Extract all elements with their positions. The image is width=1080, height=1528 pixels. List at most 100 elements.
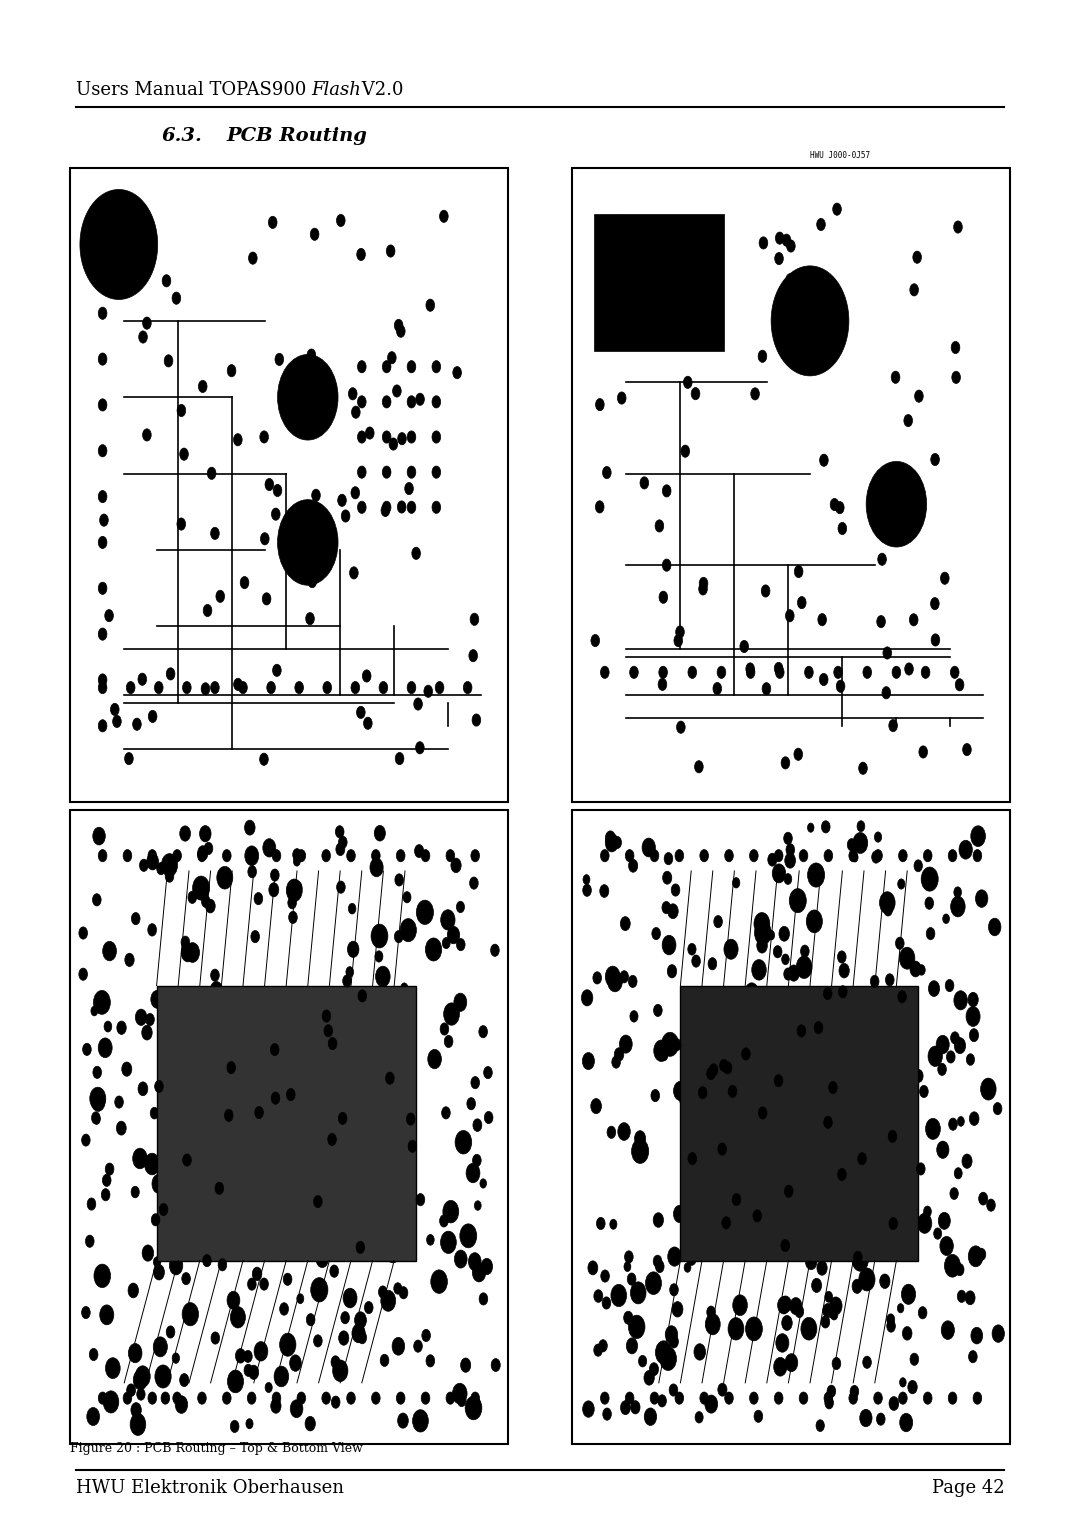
Circle shape — [161, 1088, 168, 1099]
Circle shape — [782, 953, 789, 964]
Circle shape — [583, 885, 592, 897]
Circle shape — [297, 850, 306, 862]
Bar — [680, 986, 918, 1261]
Circle shape — [598, 316, 607, 329]
Circle shape — [338, 1112, 347, 1125]
Circle shape — [779, 926, 789, 941]
Circle shape — [897, 879, 905, 889]
Circle shape — [372, 1392, 380, 1404]
Circle shape — [392, 385, 401, 397]
Circle shape — [490, 944, 499, 957]
Circle shape — [135, 1366, 150, 1387]
Circle shape — [372, 924, 388, 947]
Circle shape — [388, 351, 396, 364]
Circle shape — [717, 666, 726, 678]
Text: V2.0: V2.0 — [356, 81, 404, 99]
Circle shape — [768, 931, 774, 940]
Circle shape — [625, 850, 634, 862]
Circle shape — [632, 1138, 649, 1163]
Circle shape — [761, 585, 770, 597]
Circle shape — [775, 1334, 788, 1352]
Circle shape — [936, 1141, 949, 1158]
Circle shape — [626, 1339, 637, 1354]
Circle shape — [179, 825, 190, 842]
Circle shape — [392, 1337, 405, 1355]
Circle shape — [728, 1085, 737, 1097]
Circle shape — [785, 610, 794, 622]
Circle shape — [799, 1392, 808, 1404]
Circle shape — [808, 863, 825, 888]
Circle shape — [662, 1033, 678, 1056]
Circle shape — [732, 877, 740, 888]
Circle shape — [98, 445, 107, 457]
Circle shape — [918, 1306, 927, 1319]
Circle shape — [954, 990, 968, 1010]
Circle shape — [348, 941, 359, 958]
Circle shape — [897, 990, 906, 1002]
Circle shape — [117, 1122, 126, 1135]
Circle shape — [618, 391, 626, 403]
Circle shape — [347, 850, 355, 862]
Circle shape — [805, 1122, 818, 1140]
Circle shape — [329, 1265, 338, 1277]
Circle shape — [200, 825, 211, 842]
Circle shape — [910, 1354, 919, 1366]
Circle shape — [716, 1149, 724, 1160]
Circle shape — [164, 354, 173, 367]
Circle shape — [967, 1054, 974, 1065]
Circle shape — [403, 892, 411, 903]
Circle shape — [797, 1025, 806, 1038]
Circle shape — [98, 720, 107, 732]
Circle shape — [929, 981, 940, 996]
Circle shape — [831, 1309, 838, 1320]
Circle shape — [159, 1204, 167, 1216]
Circle shape — [853, 1251, 862, 1264]
Circle shape — [832, 1357, 840, 1369]
Circle shape — [699, 582, 707, 594]
Circle shape — [950, 1187, 958, 1199]
Circle shape — [658, 678, 666, 691]
Circle shape — [625, 1392, 634, 1404]
Circle shape — [91, 235, 99, 248]
Circle shape — [638, 1355, 647, 1368]
Circle shape — [667, 903, 678, 918]
Circle shape — [297, 1294, 303, 1303]
Circle shape — [627, 1273, 636, 1285]
Circle shape — [370, 859, 383, 877]
Circle shape — [446, 1392, 455, 1404]
Circle shape — [593, 972, 602, 984]
Circle shape — [211, 1332, 219, 1345]
Circle shape — [198, 850, 205, 860]
Circle shape — [691, 1239, 700, 1251]
Circle shape — [955, 1167, 962, 1180]
Circle shape — [862, 1065, 870, 1076]
Circle shape — [357, 1245, 366, 1259]
Circle shape — [381, 504, 390, 516]
Text: HWU Elektronik Oberhausen: HWU Elektronik Oberhausen — [76, 1479, 343, 1497]
Circle shape — [878, 553, 887, 565]
Circle shape — [247, 1277, 256, 1290]
Circle shape — [179, 448, 188, 460]
Circle shape — [357, 990, 366, 1002]
Circle shape — [624, 1262, 631, 1271]
Circle shape — [745, 1317, 762, 1340]
Circle shape — [162, 275, 171, 287]
Circle shape — [620, 970, 629, 983]
Bar — [70, 168, 508, 802]
Circle shape — [653, 1254, 662, 1267]
Circle shape — [453, 367, 461, 379]
Circle shape — [820, 454, 828, 466]
Circle shape — [131, 1186, 139, 1198]
Circle shape — [336, 825, 345, 837]
Circle shape — [306, 558, 314, 570]
Circle shape — [154, 1080, 163, 1093]
Circle shape — [675, 850, 684, 862]
Circle shape — [951, 341, 960, 353]
Circle shape — [471, 850, 480, 862]
Circle shape — [934, 1229, 942, 1239]
Text: Figure 20 : PCB Routing – Top & Bottom View: Figure 20 : PCB Routing – Top & Bottom V… — [70, 1441, 363, 1455]
Circle shape — [230, 1180, 240, 1195]
Circle shape — [411, 547, 420, 559]
Circle shape — [785, 853, 796, 868]
Circle shape — [744, 1227, 755, 1244]
